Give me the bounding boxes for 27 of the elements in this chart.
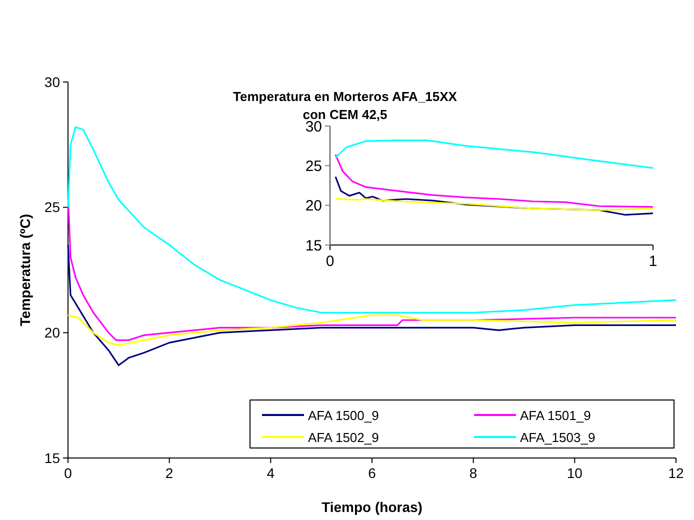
legend-label: AFA_1503_9	[520, 430, 596, 445]
y-tick-label: 30	[44, 74, 60, 90]
y-tick-label: 15	[305, 237, 322, 254]
y-axis-title: Temperatura (ºC)	[17, 214, 33, 326]
x-tick-label: 1	[648, 253, 658, 270]
x-tick-label: 0	[64, 465, 72, 481]
legend-label: AFA 1501_9	[520, 408, 591, 423]
line-series	[67, 314, 677, 346]
legend-label: AFA 1500_9	[308, 408, 379, 423]
y-tick-label: 25	[305, 158, 322, 175]
x-tick-label: 12	[668, 465, 684, 481]
x-tick-label: 10	[566, 465, 583, 481]
y-tick-label: 20	[305, 198, 322, 215]
legend-label: AFA 1502_9	[308, 430, 379, 445]
y-tick-label: 25	[44, 199, 60, 216]
y-tick-label: 20	[44, 324, 60, 341]
line-series	[334, 139, 654, 169]
x-tick-label: 8	[469, 465, 478, 481]
x-tick-label: 0	[326, 253, 334, 270]
x-tick-label: 6	[368, 465, 376, 481]
line-series	[67, 194, 677, 341]
y-tick-label: 15	[44, 450, 60, 466]
x-tick-label: 2	[165, 465, 174, 481]
x-tick-label: 4	[266, 465, 275, 481]
line-series	[334, 198, 654, 211]
x-axis-title: Tiempo (horas)	[322, 499, 422, 515]
line-series	[334, 154, 654, 208]
